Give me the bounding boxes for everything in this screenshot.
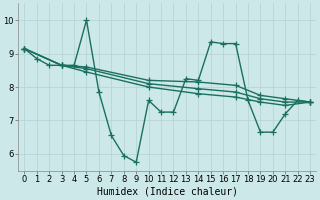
X-axis label: Humidex (Indice chaleur): Humidex (Indice chaleur): [97, 187, 238, 197]
